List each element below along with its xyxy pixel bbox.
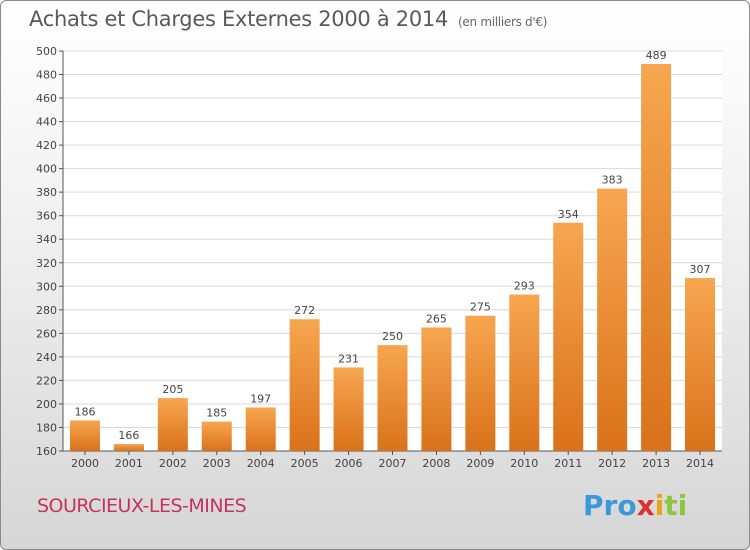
y-tick-label: 240 bbox=[36, 351, 57, 364]
data-label-2003: 185 bbox=[206, 407, 227, 420]
data-label-2000: 186 bbox=[74, 405, 95, 418]
y-tick-label: 380 bbox=[36, 186, 57, 199]
y-tick-label: 340 bbox=[36, 233, 57, 246]
y-tick-label: 480 bbox=[36, 69, 57, 82]
x-tick-label-2007: 2007 bbox=[379, 457, 407, 470]
y-tick-label: 420 bbox=[36, 139, 57, 152]
bar-2014 bbox=[685, 278, 716, 451]
x-tick-label-2004: 2004 bbox=[247, 457, 275, 470]
bar-2006 bbox=[333, 367, 364, 451]
x-tick-label-2001: 2001 bbox=[115, 457, 143, 470]
data-label-2012: 383 bbox=[602, 174, 623, 187]
commune-name: SOURCIEUX-LES-MINES bbox=[37, 495, 247, 517]
data-label-2008: 265 bbox=[426, 312, 447, 325]
y-tick-label: 200 bbox=[36, 398, 57, 411]
data-label-2002: 205 bbox=[162, 383, 183, 396]
x-tick-label-2009: 2009 bbox=[466, 457, 494, 470]
bar-2013 bbox=[641, 63, 672, 452]
x-tick-label-2012: 2012 bbox=[598, 457, 626, 470]
chart-title-text: Achats et Charges Externes 2000 à 2014 bbox=[29, 7, 449, 31]
x-tick-label-2005: 2005 bbox=[291, 457, 319, 470]
logo-part-4: ti bbox=[664, 489, 688, 522]
data-label-2005: 272 bbox=[294, 304, 315, 317]
x-tick-label-2011: 2011 bbox=[554, 457, 582, 470]
data-label-2010: 293 bbox=[514, 280, 535, 293]
y-tick-label: 440 bbox=[36, 116, 57, 129]
bar-2012 bbox=[597, 188, 628, 451]
bar-2009 bbox=[465, 315, 496, 451]
bar-2002 bbox=[157, 398, 188, 451]
x-tick-label-2000: 2000 bbox=[71, 457, 99, 470]
y-tick-label: 320 bbox=[36, 257, 57, 270]
bar-2011 bbox=[553, 222, 584, 451]
logo-part-1: Pro bbox=[583, 489, 637, 522]
x-tick-label-2002: 2002 bbox=[159, 457, 187, 470]
y-tick-label: 460 bbox=[36, 92, 57, 105]
x-tick-label-2008: 2008 bbox=[422, 457, 450, 470]
data-label-2014: 307 bbox=[690, 263, 711, 276]
y-tick-label: 400 bbox=[36, 163, 57, 176]
x-tick-label-2003: 2003 bbox=[203, 457, 231, 470]
x-tick-label-2010: 2010 bbox=[510, 457, 538, 470]
data-label-2007: 250 bbox=[382, 330, 403, 343]
x-tick-label-2006: 2006 bbox=[335, 457, 363, 470]
data-label-2004: 197 bbox=[250, 392, 271, 405]
logo-part-2: x bbox=[636, 489, 655, 522]
y-tick-label: 180 bbox=[36, 421, 57, 434]
x-tick-label-2014: 2014 bbox=[686, 457, 714, 470]
bar-2001 bbox=[113, 443, 144, 451]
bar-2010 bbox=[509, 294, 540, 451]
bar-2005 bbox=[289, 319, 320, 451]
y-tick-label: 280 bbox=[36, 304, 57, 317]
data-label-2006: 231 bbox=[338, 352, 359, 365]
bar-2008 bbox=[421, 327, 452, 451]
bar-2007 bbox=[377, 345, 408, 451]
data-label-2001: 166 bbox=[118, 429, 139, 442]
logo-part-3: i bbox=[654, 489, 665, 522]
y-tick-label: 500 bbox=[36, 45, 57, 58]
data-label-2009: 275 bbox=[470, 301, 491, 314]
y-tick-label: 220 bbox=[36, 374, 57, 387]
y-tick-label: 260 bbox=[36, 327, 57, 340]
chart-title: Achats et Charges Externes 2000 à 2014 (e… bbox=[29, 7, 547, 31]
y-tick-label: 160 bbox=[36, 445, 57, 458]
proxiti-logo: Proxiti bbox=[583, 489, 687, 522]
chart-subtitle: (en milliers d'€) bbox=[458, 15, 548, 29]
x-tick-label-2013: 2013 bbox=[642, 457, 670, 470]
bar-2000 bbox=[69, 420, 100, 451]
data-label-2011: 354 bbox=[558, 208, 579, 221]
y-tick-label: 300 bbox=[36, 280, 57, 293]
data-label-2013: 489 bbox=[646, 49, 667, 62]
y-tick-label: 360 bbox=[36, 210, 57, 223]
bar-2004 bbox=[245, 407, 276, 451]
bar-2003 bbox=[201, 421, 232, 451]
